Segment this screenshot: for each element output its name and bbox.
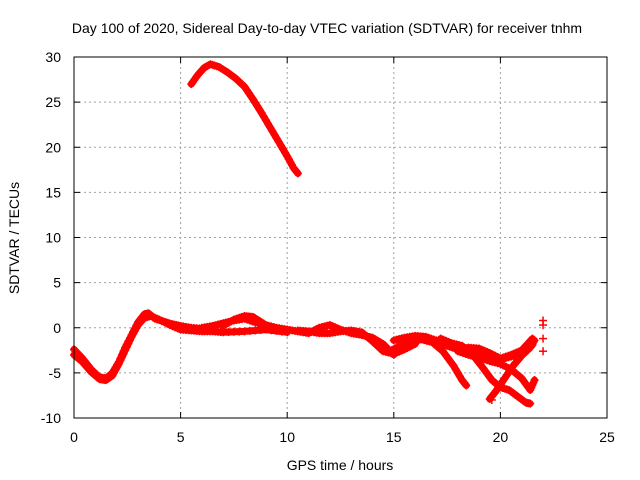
y-tick-label: 30: [45, 49, 61, 65]
y-tick-label: 0: [53, 320, 61, 336]
y-tick-label: 20: [45, 139, 61, 155]
series-arc-12: [187, 60, 302, 177]
y-tick-label: -10: [41, 410, 61, 426]
x-tick-label: 25: [599, 429, 615, 445]
y-tick-label: -5: [49, 365, 62, 381]
y-tick-label: 25: [45, 94, 61, 110]
y-tick-label: 10: [45, 230, 61, 246]
chart-title: Day 100 of 2020, Sidereal Day-to-day VTE…: [72, 20, 582, 36]
x-tick-label: 20: [493, 429, 509, 445]
x-tick-label: 15: [386, 429, 402, 445]
y-axis-label: SDTVAR / TECUs: [6, 182, 22, 294]
x-tick-label: 0: [70, 429, 78, 445]
x-tick-label: 10: [279, 429, 295, 445]
y-tick-label: 15: [45, 184, 61, 200]
x-tick-labels: 0 5 10 15 20 25: [70, 429, 615, 445]
y-tick-label: 5: [53, 275, 61, 291]
x-axis-label: GPS time / hours: [287, 457, 394, 473]
y-tick-labels: -10 -5 0 5 10 15 20 25 30: [41, 49, 61, 426]
data-markers: [70, 60, 548, 408]
axis-ticks: [73, 56, 608, 419]
grid-lines: [74, 57, 607, 418]
x-tick-label: 5: [177, 429, 185, 445]
